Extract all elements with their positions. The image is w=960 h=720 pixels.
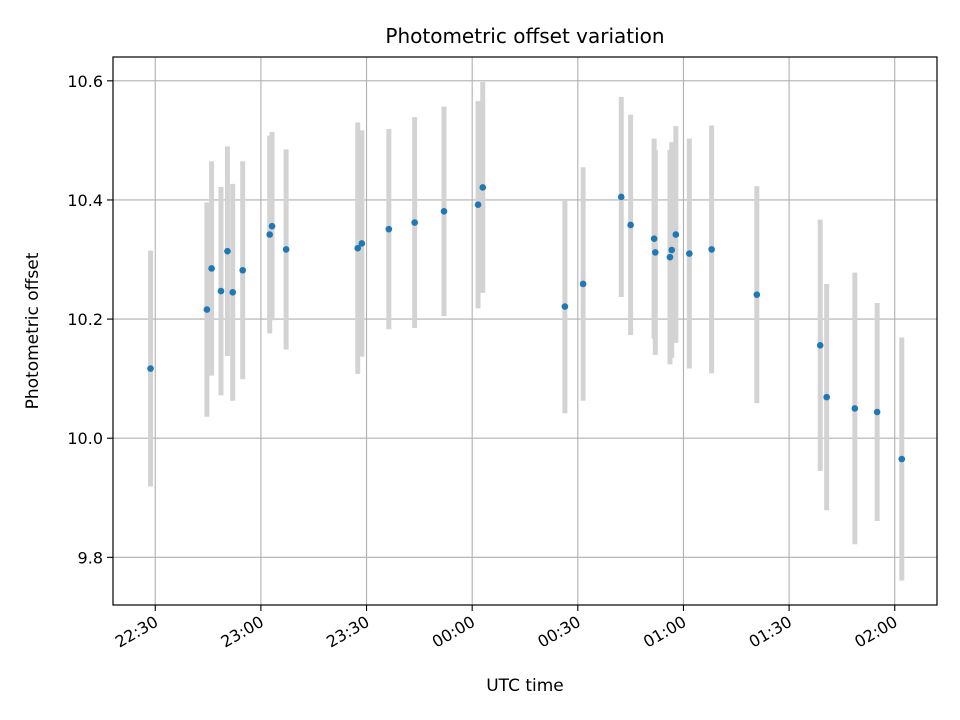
data-point [579, 280, 587, 288]
data-point [686, 250, 693, 257]
data-point [898, 455, 906, 463]
y-axis-label: Photometric offset [23, 252, 43, 409]
data-point [358, 240, 366, 247]
data-point [440, 207, 448, 215]
data-points [147, 184, 906, 463]
x-tick-label: 23:30 [323, 612, 372, 652]
data-point [203, 306, 211, 313]
x-tick-label: 00:30 [534, 612, 583, 652]
data-point [147, 365, 154, 372]
x-axis-label: UTC time [486, 676, 564, 696]
data-point [651, 249, 659, 256]
y-tick-label: 10.6 [67, 72, 103, 91]
data-point [208, 265, 215, 272]
data-point [224, 247, 231, 255]
data-point [385, 225, 393, 233]
data-point [666, 253, 674, 261]
data-point [753, 291, 761, 298]
y-tick-label: 10.0 [67, 429, 103, 448]
x-tick-label: 01:00 [640, 612, 689, 652]
data-point [708, 246, 715, 253]
plot-frame [112, 56, 938, 606]
data-point [239, 266, 247, 274]
data-point [474, 201, 482, 209]
data-point [627, 221, 634, 229]
y-tick-label: 10.2 [67, 310, 103, 329]
data-point [851, 405, 859, 412]
y-axis-ticks: 9.8 10.0 10.2 10.4 10.6 [67, 72, 113, 567]
data-point [873, 408, 881, 416]
x-tick-label: 01:30 [746, 612, 795, 652]
data-point [268, 222, 276, 230]
data-point [229, 288, 237, 296]
data-point [823, 393, 830, 401]
y-tick-label: 10.4 [67, 191, 103, 210]
data-point [354, 244, 362, 252]
data-point [282, 246, 290, 253]
data-point [668, 246, 676, 254]
y-tick-label: 9.8 [78, 548, 103, 567]
x-axis-ticks: 22:30 23:00 23:30 00:00 00:30 01:00 01:30 02:00 [112, 605, 901, 652]
data-point [672, 231, 680, 238]
grid [113, 57, 937, 605]
x-tick-label: 00:00 [429, 612, 478, 652]
data-point [650, 235, 658, 242]
data-point [411, 219, 418, 226]
chart-title: Photometric offset variation [385, 24, 664, 48]
x-tick-label: 23:00 [217, 612, 266, 652]
data-point [617, 193, 625, 201]
x-tick-label: 22:30 [112, 612, 161, 652]
x-tick-label: 02:00 [851, 612, 900, 652]
data-point [479, 184, 487, 191]
data-point [266, 231, 274, 238]
data-point [217, 287, 225, 295]
data-point [561, 303, 569, 310]
data-point [816, 341, 824, 349]
